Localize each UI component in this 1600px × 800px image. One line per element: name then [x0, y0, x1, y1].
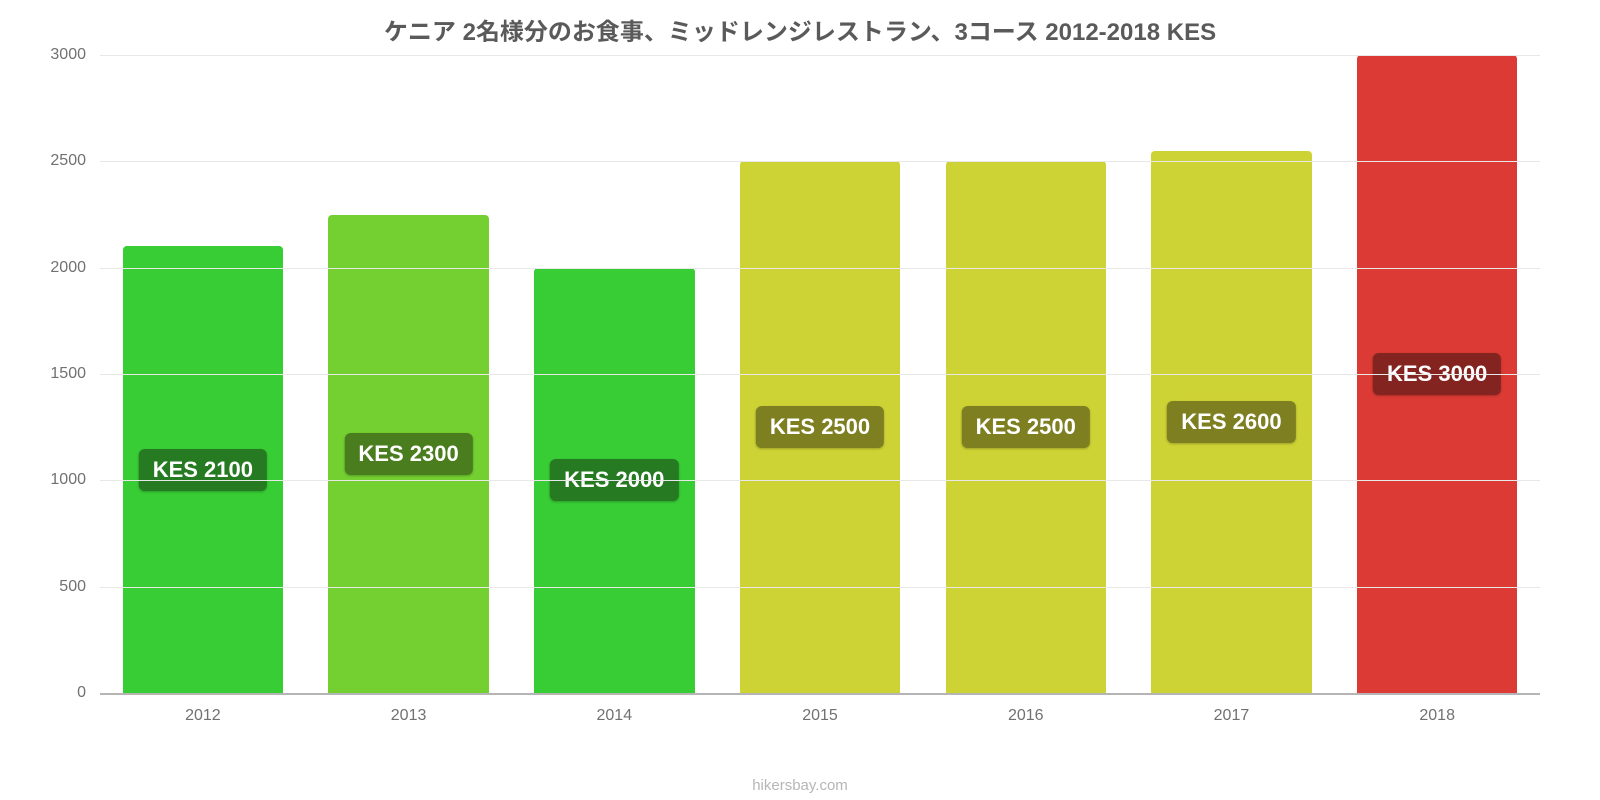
xtick-label: 2014: [511, 695, 717, 735]
ytick-label: 2500: [50, 152, 86, 170]
bar-value-label: KES 2100: [139, 449, 267, 491]
gridline: [100, 587, 1540, 588]
bar: KES 2500: [740, 161, 900, 693]
gridline: [100, 268, 1540, 269]
bar-value-label: KES 2300: [344, 433, 472, 475]
ytick-label: 1000: [50, 471, 86, 489]
gridline: [100, 161, 1540, 162]
xtick-label: 2018: [1334, 695, 1540, 735]
bar: KES 2100: [123, 246, 283, 693]
gridline: [100, 374, 1540, 375]
ytick-label: 500: [59, 578, 86, 596]
plot-region: KES 2100KES 2300KES 2000KES 2500KES 2500…: [100, 55, 1540, 735]
source-label: hikersbay.com: [0, 777, 1600, 794]
xtick-label: 2012: [100, 695, 306, 735]
bar-value-label: KES 2500: [962, 406, 1090, 448]
xtick-label: 2016: [923, 695, 1129, 735]
bar-value-label: KES 2500: [756, 406, 884, 448]
x-axis: 2012201320142015201620172018: [100, 695, 1540, 735]
xtick-label: 2013: [306, 695, 512, 735]
gridline: [100, 55, 1540, 56]
plot-area: KES 2100KES 2300KES 2000KES 2500KES 2500…: [100, 55, 1540, 695]
bar: KES 2500: [946, 161, 1106, 693]
xtick-label: 2017: [1129, 695, 1335, 735]
chart-container: ケニア 2名様分のお食事、ミッドレンジレストラン、3コース 2012-2018 …: [0, 0, 1600, 800]
bar: KES 2600: [1151, 151, 1311, 693]
ytick-label: 3000: [50, 46, 86, 64]
gridline: [100, 480, 1540, 481]
bar-value-label: KES 2600: [1167, 401, 1295, 443]
chart-title: ケニア 2名様分のお食事、ミッドレンジレストラン、3コース 2012-2018 …: [40, 12, 1560, 47]
xtick-label: 2015: [717, 695, 923, 735]
ytick-label: 0: [77, 684, 86, 702]
ytick-label: 1500: [50, 365, 86, 383]
ytick-label: 2000: [50, 259, 86, 277]
bar: KES 2300: [328, 215, 488, 694]
